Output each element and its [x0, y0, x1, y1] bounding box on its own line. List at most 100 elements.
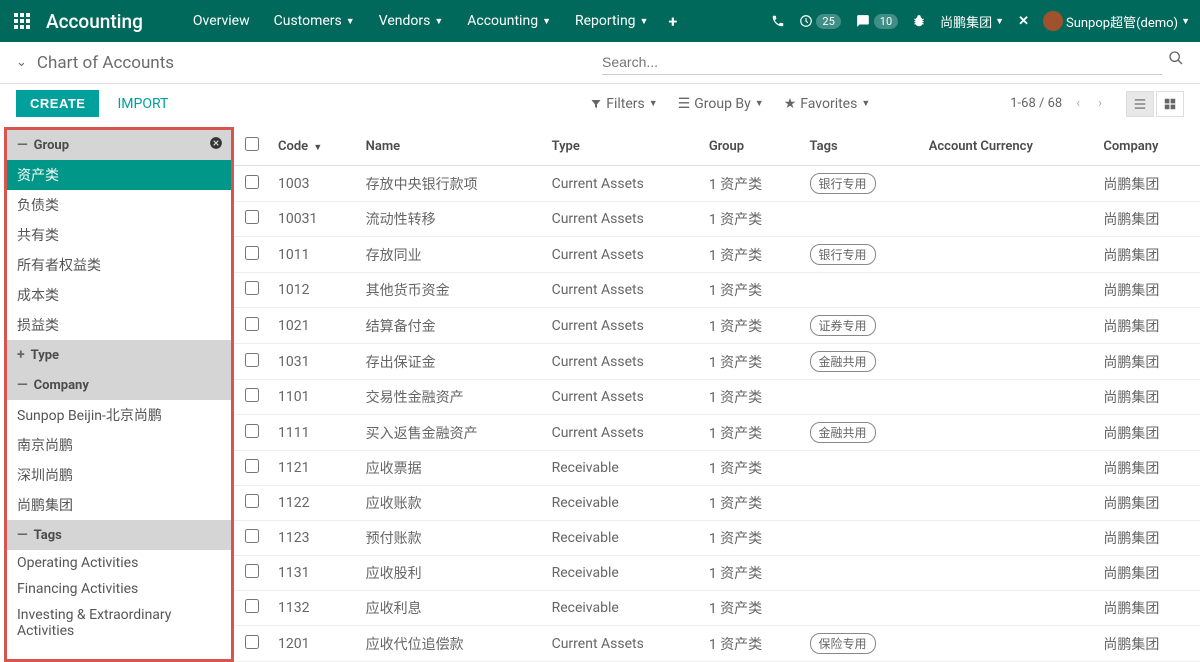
cell-company: 尚鹏集团: [1095, 273, 1200, 308]
facet-item[interactable]: Operating Activities: [7, 550, 231, 576]
facet-company-header[interactable]: — Company: [7, 370, 231, 400]
col-code[interactable]: Code ▼: [270, 127, 358, 166]
cell-currency: [921, 308, 1096, 344]
list-view-button[interactable]: [1126, 91, 1154, 117]
row-checkbox[interactable]: [245, 564, 259, 578]
table-row[interactable]: 1201应收代位追偿款Current Assets1 资产类保险专用尚鹏集团: [234, 626, 1200, 662]
nav-item-customers[interactable]: Customers▼: [264, 7, 365, 35]
row-checkbox[interactable]: [245, 635, 259, 649]
table-row[interactable]: 1122应收账款Receivable1 资产类尚鹏集团: [234, 486, 1200, 521]
sort-desc-icon: ▼: [313, 143, 322, 153]
apps-icon[interactable]: [10, 9, 34, 33]
import-button[interactable]: IMPORT: [117, 96, 168, 112]
activity-icon[interactable]: 25: [799, 14, 840, 29]
row-checkbox[interactable]: [245, 494, 259, 508]
facet-item[interactable]: Financing Activities: [7, 576, 231, 602]
row-checkbox[interactable]: [245, 424, 259, 438]
row-checkbox[interactable]: [245, 246, 259, 260]
discuss-icon[interactable]: 10: [855, 14, 898, 29]
facet-item[interactable]: 共有类: [7, 220, 231, 250]
facet-item[interactable]: 深圳尚鹏: [7, 460, 231, 490]
chevron-down-icon[interactable]: ⌄: [16, 55, 27, 70]
row-checkbox[interactable]: [245, 210, 259, 224]
col-company[interactable]: Company: [1095, 127, 1200, 166]
tag-pill: 银行专用: [810, 244, 876, 265]
action-bar: CREATE IMPORT Filters ▼ ☰ Group By ▼ ★ F…: [0, 84, 1200, 127]
nav-item-reporting[interactable]: Reporting▼: [565, 7, 658, 35]
cell-type: Current Assets: [544, 344, 701, 380]
pager: 1-68 / 68 ‹ ›: [1010, 94, 1106, 113]
cell-group: 1 资产类: [701, 273, 802, 308]
nav-item-vendors[interactable]: Vendors▼: [369, 7, 454, 35]
create-button[interactable]: CREATE: [16, 90, 99, 117]
close-icon[interactable]: [209, 136, 223, 154]
table-row[interactable]: 1012其他货币资金Current Assets1 资产类尚鹏集团: [234, 273, 1200, 308]
pager-prev[interactable]: ‹: [1072, 94, 1084, 113]
cell-currency: [921, 556, 1096, 591]
facet-item[interactable]: 损益类: [7, 310, 231, 340]
search-icon[interactable]: [1168, 50, 1184, 75]
kanban-view-button[interactable]: [1156, 91, 1184, 117]
cell-group: 1 资产类: [701, 486, 802, 521]
table-row[interactable]: 1132应收利息Receivable1 资产类尚鹏集团: [234, 591, 1200, 626]
row-checkbox[interactable]: [245, 459, 259, 473]
table-row[interactable]: 1011存放同业Current Assets1 资产类银行专用尚鹏集团: [234, 237, 1200, 273]
search-input[interactable]: [602, 50, 1162, 75]
facet-item[interactable]: Investing & Extraordinary Activities: [7, 602, 231, 644]
table-row[interactable]: 1111买入返售金融资产Current Assets1 资产类金融共用尚鹏集团: [234, 415, 1200, 451]
row-checkbox[interactable]: [245, 353, 259, 367]
table-row[interactable]: 1121应收票据Receivable1 资产类尚鹏集团: [234, 451, 1200, 486]
filters-button[interactable]: Filters ▼: [590, 96, 657, 112]
facet-item[interactable]: 成本类: [7, 280, 231, 310]
cell-group: 1 资产类: [701, 626, 802, 662]
company-switcher[interactable]: 尚鹏集团 ▼: [940, 12, 1004, 31]
row-checkbox[interactable]: [245, 388, 259, 402]
groupby-button[interactable]: ☰ Group By ▼: [678, 96, 764, 112]
phone-icon[interactable]: [771, 14, 785, 28]
accounts-table: Code ▼ Name Type Group Tags Account Curr…: [234, 127, 1200, 662]
nav-new-icon[interactable]: +: [658, 6, 687, 37]
facet-item[interactable]: Sunpop Beijin-北京尚鹏: [7, 400, 231, 430]
facet-item[interactable]: 尚鹏集团: [7, 490, 231, 520]
select-all-checkbox[interactable]: [245, 137, 259, 151]
close-icon[interactable]: ✕: [1018, 14, 1029, 29]
col-type[interactable]: Type: [544, 127, 701, 166]
col-tags[interactable]: Tags: [802, 127, 921, 166]
row-checkbox[interactable]: [245, 599, 259, 613]
chevron-down-icon: ▼: [542, 16, 551, 27]
table-row[interactable]: 1003存放中央银行款项Current Assets1 资产类银行专用尚鹏集团: [234, 166, 1200, 202]
facet-item[interactable]: 资产类: [7, 160, 231, 190]
list-icon: ☰: [678, 96, 691, 112]
app-title[interactable]: Accounting: [46, 10, 143, 33]
tag-pill: 保险专用: [810, 633, 876, 654]
table-row[interactable]: 1101交易性金融资产Current Assets1 资产类尚鹏集团: [234, 380, 1200, 415]
nav-item-overview[interactable]: Overview: [183, 7, 260, 35]
facet-item[interactable]: 所有者权益类: [7, 250, 231, 280]
nav-menu: OverviewCustomers▼Vendors▼Accounting▼Rep…: [183, 7, 659, 35]
cell-currency: [921, 626, 1096, 662]
col-group[interactable]: Group: [701, 127, 802, 166]
table-row[interactable]: 1031存出保证金Current Assets1 资产类金融共用尚鹏集团: [234, 344, 1200, 380]
table-row[interactable]: 1123预付账款Receivable1 资产类尚鹏集团: [234, 521, 1200, 556]
activity-count: 25: [816, 14, 840, 29]
row-checkbox[interactable]: [245, 529, 259, 543]
bug-icon[interactable]: [912, 14, 926, 28]
facet-item[interactable]: 南京尚鹏: [7, 430, 231, 460]
favorites-button[interactable]: ★ Favorites ▼: [784, 96, 871, 112]
pager-next[interactable]: ›: [1094, 94, 1106, 113]
row-checkbox[interactable]: [245, 281, 259, 295]
table-row[interactable]: 10031流动性转移Current Assets1 资产类尚鹏集团: [234, 202, 1200, 237]
facet-type-header[interactable]: + Type: [7, 340, 231, 370]
page-title: Chart of Accounts: [37, 53, 174, 73]
table-row[interactable]: 1021结算备付金Current Assets1 资产类证券专用尚鹏集团: [234, 308, 1200, 344]
facet-item[interactable]: 负债类: [7, 190, 231, 220]
row-checkbox[interactable]: [245, 175, 259, 189]
facet-tags-header[interactable]: — Tags: [7, 520, 231, 550]
user-menu[interactable]: Sunpop超管(demo) ▼: [1043, 11, 1190, 31]
row-checkbox[interactable]: [245, 317, 259, 331]
facet-group-header[interactable]: — Group: [7, 130, 231, 160]
col-currency[interactable]: Account Currency: [921, 127, 1096, 166]
table-row[interactable]: 1131应收股利Receivable1 资产类尚鹏集团: [234, 556, 1200, 591]
col-name[interactable]: Name: [358, 127, 544, 166]
nav-item-accounting[interactable]: Accounting▼: [457, 7, 561, 35]
